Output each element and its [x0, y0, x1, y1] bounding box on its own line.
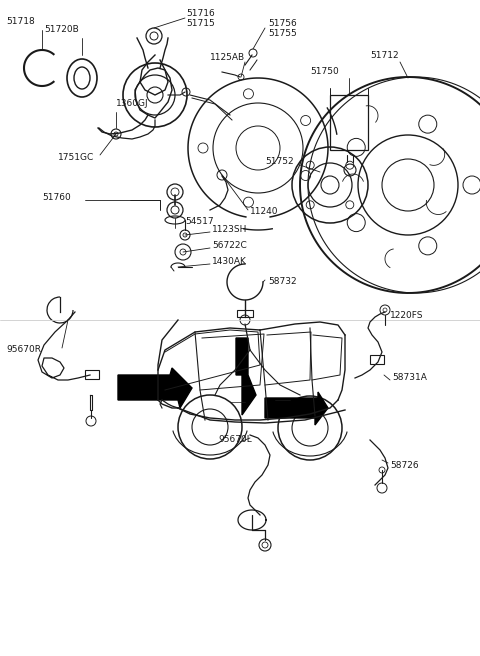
Text: 1751GC: 1751GC	[58, 154, 94, 163]
Bar	[330, 95, 368, 150]
Text: 1123SH: 1123SH	[212, 226, 247, 234]
Text: 58731A: 58731A	[392, 373, 427, 382]
Text: 51712: 51712	[370, 52, 398, 60]
Text: 51756: 51756	[268, 20, 297, 28]
Text: 51752: 51752	[265, 157, 294, 167]
Text: 58726: 58726	[390, 461, 419, 470]
Bar	[370, 355, 384, 364]
Polygon shape	[265, 392, 328, 425]
Text: 54517: 54517	[185, 218, 214, 226]
Text: 51715: 51715	[186, 20, 215, 28]
Text: 95670L: 95670L	[218, 436, 252, 445]
Text: 11240: 11240	[250, 207, 278, 216]
Text: 1125AB: 1125AB	[210, 52, 245, 62]
Text: 1220FS: 1220FS	[390, 310, 423, 319]
Text: 1360GJ: 1360GJ	[116, 99, 149, 108]
Text: 1430AK: 1430AK	[212, 258, 247, 266]
Text: 51720B: 51720B	[44, 26, 79, 35]
Text: 51760: 51760	[42, 194, 71, 203]
Polygon shape	[118, 368, 192, 408]
Bar	[237, 310, 253, 317]
Bar	[85, 370, 99, 379]
Text: 56722C: 56722C	[212, 241, 247, 251]
Text: 58732: 58732	[268, 277, 297, 287]
Text: 95670R: 95670R	[6, 346, 41, 354]
Text: 51755: 51755	[268, 30, 297, 39]
Text: 51718: 51718	[6, 18, 35, 26]
Text: 51750: 51750	[310, 68, 339, 77]
Polygon shape	[236, 338, 256, 415]
Text: 51716: 51716	[186, 9, 215, 18]
